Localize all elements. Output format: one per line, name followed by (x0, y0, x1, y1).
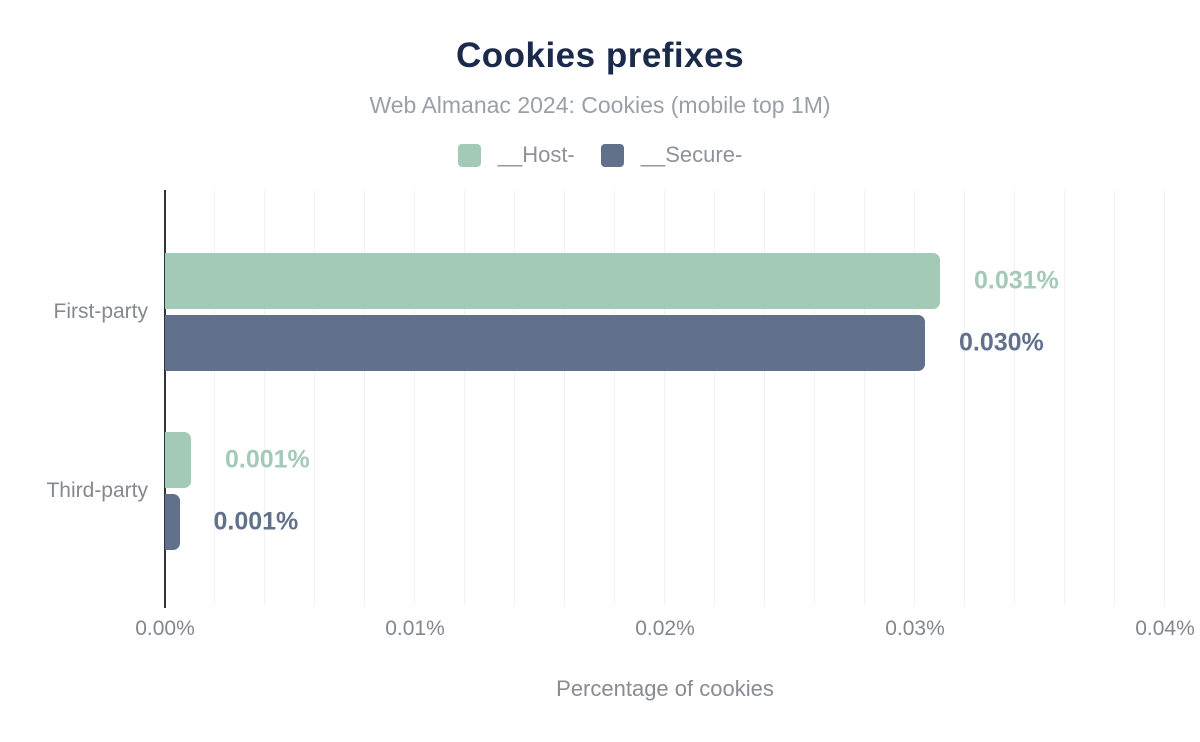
gridline (664, 190, 665, 605)
bar-value-label: 0.001% (225, 445, 310, 473)
gridline (564, 190, 565, 605)
gridline (514, 190, 515, 605)
y-axis-line (164, 190, 166, 608)
legend-label: __Host- (497, 142, 575, 167)
chart-title: Cookies prefixes (455, 36, 745, 75)
gridline (264, 190, 265, 605)
bar-value-label: 0.031% (974, 266, 1059, 294)
gridline (1114, 190, 1115, 605)
x-tick-label: 0.02% (635, 617, 695, 640)
category-label: First-party (53, 300, 149, 323)
x-tick-label: 0.00% (135, 617, 195, 640)
x-tick-label: 0.04% (1135, 617, 1195, 640)
bar-third-party-host[interactable] (165, 431, 191, 488)
bar-value-label: 0.001% (213, 507, 299, 535)
gridline (1064, 190, 1065, 605)
legend-swatch (457, 143, 481, 167)
bar-third-party-secure[interactable] (165, 493, 180, 550)
category-label: Third-party (46, 479, 148, 502)
gridline (1014, 190, 1015, 605)
legend-item-host[interactable]: __Host- (457, 142, 575, 168)
legend-item-secure[interactable]: __Secure- (600, 142, 743, 168)
gridline (314, 190, 315, 605)
gridline (714, 190, 715, 605)
bar-first-party-secure[interactable] (165, 314, 925, 371)
chart-subtitle: Web Almanac 2024: Cookies (mobile top 1M… (369, 92, 831, 118)
gridline (414, 190, 415, 605)
gridline (814, 190, 815, 605)
bar-value-label: 0.030% (959, 328, 1044, 356)
gridline (764, 190, 765, 605)
plot-area: 0.031% 0.001% 0.030% 0.001% First-party Third… (46, 190, 1195, 640)
gridline (364, 190, 365, 605)
gridline (464, 190, 465, 605)
gridline (1164, 190, 1165, 605)
gridline (864, 190, 865, 605)
gridline (964, 190, 965, 605)
gridline (214, 190, 215, 605)
gridline (914, 190, 915, 605)
gridline (614, 190, 615, 605)
legend-label: __Secure- (640, 142, 743, 167)
x-tick-label: 0.01% (385, 617, 445, 640)
bar-first-party-host[interactable] (165, 252, 940, 309)
x-tick-label: 0.03% (885, 617, 945, 640)
legend-swatch (600, 143, 624, 167)
x-axis-title: Percentage of cookies (556, 676, 774, 701)
legend: __Host- __Secure- (0, 142, 1200, 168)
